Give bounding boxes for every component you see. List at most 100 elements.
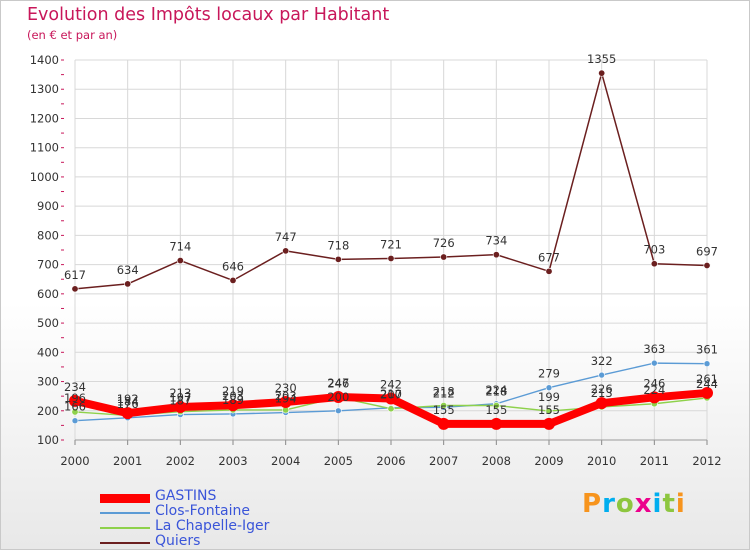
data-label: 155 (485, 403, 507, 417)
proxiti-logo: Proxiti (582, 489, 686, 519)
data-point (701, 386, 713, 399)
chart-title: Evolution des Impôts locaux par Habitant (27, 5, 390, 25)
data-point (595, 397, 608, 410)
x-tick-label: 2009 (534, 454, 563, 468)
data-point (703, 360, 711, 368)
data-point (651, 359, 658, 367)
data-label: 184 (117, 394, 139, 408)
data-label: 176 (117, 397, 139, 411)
x-tick-label: 2007 (429, 454, 458, 468)
data-label: 726 (433, 236, 455, 250)
y-tick-label: 600 (37, 287, 59, 301)
x-tick-label: 2008 (482, 454, 511, 468)
data-label: 244 (696, 377, 718, 391)
data-label: 697 (696, 244, 718, 258)
legend-label: La Chapelle-Iger (155, 518, 270, 534)
data-point (440, 402, 448, 410)
data-point (227, 399, 239, 412)
data-point (385, 392, 397, 405)
data-label: 196 (64, 391, 86, 405)
data-point (703, 261, 711, 269)
logo-letter: i (675, 489, 686, 519)
x-tick-label: 2012 (692, 454, 721, 468)
data-point (437, 417, 450, 430)
data-label: 226 (591, 382, 613, 396)
y-tick-label: 1300 (30, 82, 59, 96)
data-point (490, 417, 503, 430)
grid-lines (74, 59, 708, 441)
data-label: 617 (64, 268, 86, 282)
x-tick-label: 2005 (324, 454, 353, 468)
data-label: 634 (117, 263, 139, 277)
y-tick-label: 400 (37, 345, 59, 359)
data-label: 230 (275, 381, 297, 395)
y-tick-label: 1200 (30, 111, 59, 125)
y-tick-label: 1000 (30, 170, 59, 184)
data-point (440, 253, 448, 261)
x-tick-label: 2001 (113, 454, 142, 468)
x-tick-label: 2006 (376, 454, 405, 468)
data-label: 246 (327, 376, 349, 390)
data-label: 714 (169, 240, 191, 254)
data-label: 192 (117, 392, 139, 406)
data-label: 194 (275, 392, 297, 406)
data-point (279, 396, 292, 408)
x-axis: 2000 2001 2002 2003 2004 2005 2006 2007 2008 2009… (60, 439, 722, 468)
data-point (335, 407, 342, 415)
data-label: 363 (643, 342, 665, 356)
data-label: 734 (485, 234, 507, 248)
data-label: 200 (327, 390, 349, 404)
data-point (545, 407, 553, 415)
data-point (387, 254, 395, 262)
x-tick-label: 2004 (271, 454, 300, 468)
data-point (121, 407, 134, 420)
x-tick-label: 2000 (60, 454, 89, 468)
data-labels: 617 634 714 646 747 718 721 726 734 677 1355 703 697… (64, 52, 718, 417)
data-label: 197 (169, 391, 191, 405)
data-label: 703 (643, 243, 665, 257)
legend-swatch (100, 512, 150, 514)
data-point (545, 267, 553, 275)
y-tick-label: 900 (37, 199, 59, 213)
y-tick-label: 700 (37, 258, 59, 272)
data-label: 247 (327, 376, 349, 390)
y-tick-label: 1400 (30, 53, 59, 67)
data-label: 218 (433, 385, 455, 399)
data-label: 718 (327, 238, 349, 252)
data-label: 212 (433, 386, 455, 400)
data-label: 166 (64, 400, 86, 414)
data-point (71, 285, 79, 293)
data-label: 322 (591, 354, 613, 368)
x-tick-label: 2002 (166, 454, 195, 468)
data-point (229, 276, 237, 284)
logo-letter: o (615, 489, 635, 519)
y-tick-label: 100 (37, 433, 59, 447)
data-label: 187 (169, 394, 191, 408)
data-point (492, 251, 500, 259)
y-tick-label: 500 (37, 316, 59, 330)
data-point (650, 260, 658, 268)
legend-label: Quiers (155, 533, 201, 549)
y-tick-label: 1100 (30, 141, 59, 155)
chart-subtitle: (en € et par an) (27, 28, 118, 42)
data-label: 242 (380, 377, 402, 391)
data-label: 361 (696, 343, 718, 357)
data-label: 1355 (587, 52, 616, 66)
data-label: 747 (275, 230, 297, 244)
y-tick-label: 300 (37, 375, 59, 389)
data-point (174, 400, 187, 413)
data-label: 677 (538, 250, 560, 264)
x-tick-label: 2010 (587, 454, 616, 468)
legend-swatch (100, 493, 150, 503)
data-label: 207 (380, 388, 402, 402)
data-point (332, 391, 345, 404)
data-point (598, 371, 605, 379)
legend-swatch (100, 527, 150, 529)
logo-letter: t (662, 489, 676, 519)
data-label: 219 (222, 384, 244, 398)
data-label: 155 (538, 403, 560, 417)
data-label: 721 (380, 237, 402, 251)
data-point (282, 247, 290, 255)
